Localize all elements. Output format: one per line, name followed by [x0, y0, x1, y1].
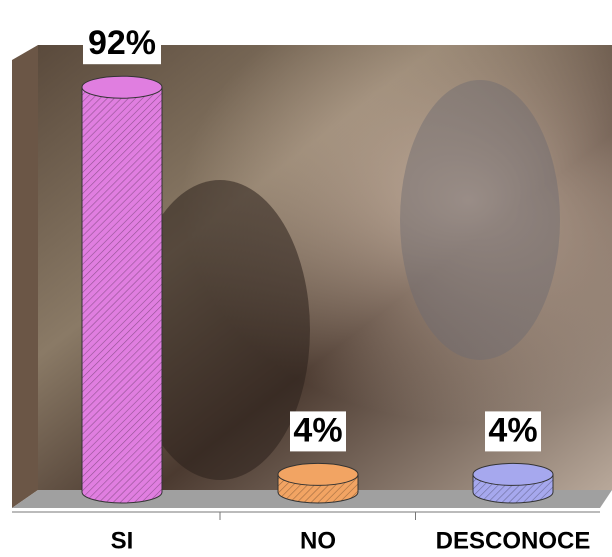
photo-figure	[400, 80, 560, 360]
value-label-box	[83, 24, 161, 65]
bar	[82, 87, 162, 492]
side-wall	[12, 45, 38, 508]
bar-top	[472, 462, 554, 486]
x-tick-label: DESCONOCE	[436, 527, 591, 554]
value-label: 92%	[88, 24, 156, 62]
value-label-box	[290, 411, 346, 452]
x-tick-label: SI	[111, 527, 134, 554]
x-tick-label: NO	[300, 527, 336, 554]
value-label-box	[485, 411, 541, 452]
photo-figure	[130, 180, 310, 480]
bar-top	[277, 462, 359, 486]
bar-top	[81, 75, 163, 99]
value-label: 4%	[488, 411, 537, 449]
value-label: 4%	[293, 411, 342, 449]
